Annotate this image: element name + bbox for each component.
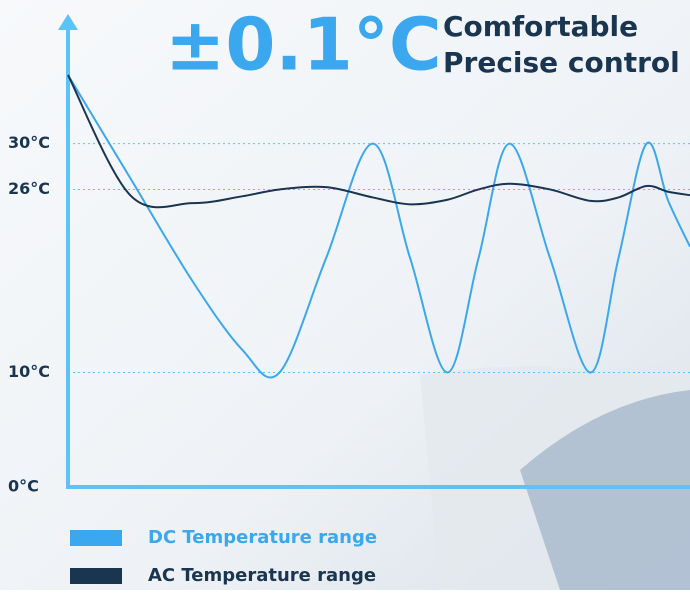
y-axis-arrow	[58, 14, 78, 30]
subtitle: Comfortable	[443, 10, 638, 43]
legend-swatch	[70, 568, 122, 584]
legend-label: AC Temperature range	[148, 565, 376, 586]
y-tick-label: 26°C	[8, 179, 50, 198]
y-tick-label: 30°C	[8, 133, 50, 152]
legend-label: DC Temperature range	[148, 527, 377, 548]
chart-title: ±0.1°C	[165, 3, 442, 87]
y-tick-label: 10°C	[8, 362, 50, 381]
subtitle: Precise control	[443, 46, 680, 79]
person	[520, 390, 690, 590]
data-line	[67, 74, 690, 379]
data-line	[67, 74, 690, 209]
y-tick-label: 0°C	[8, 477, 39, 496]
legend-swatch	[70, 530, 122, 546]
